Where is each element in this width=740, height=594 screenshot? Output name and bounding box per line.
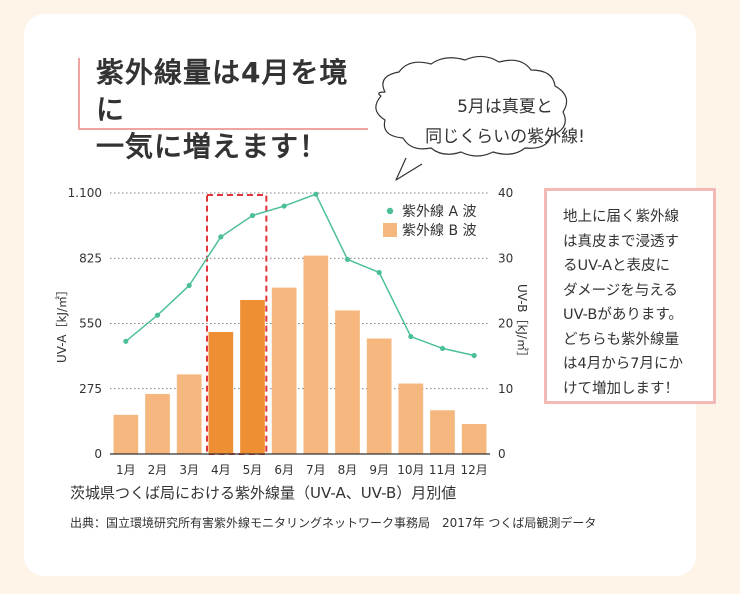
uvb-bar — [113, 414, 139, 454]
speech-bubble-text: 5月は真夏と 同じくらいの紫外線! — [425, 97, 585, 147]
uvb-bar — [430, 410, 455, 454]
uva-line-path — [125, 193, 475, 357]
uva-point — [313, 191, 319, 197]
x-tick-label: 9月 — [369, 463, 389, 477]
uvb-bar — [240, 300, 265, 454]
uva-point — [218, 234, 224, 240]
uva-point — [439, 345, 446, 352]
x-tick-label: 7月 — [306, 463, 326, 477]
uva-point — [281, 203, 287, 209]
uvb-bar — [176, 374, 202, 454]
y-right-tick-label: 0 — [498, 447, 506, 461]
uvb-bar — [335, 310, 360, 454]
x-tick-label: 3月 — [179, 463, 199, 477]
uvb-bar — [271, 287, 297, 454]
uva-point — [154, 312, 161, 318]
info-box: 地上に届く紫外線 は真皮まで浸透す るUV-Aと表皮に ダメージを与える UV-… — [544, 188, 716, 404]
title-accent-vertical — [78, 58, 80, 130]
y-left-tick-label: 275 — [79, 382, 102, 396]
y-left-tick-label: 825 — [79, 251, 102, 265]
chart-axes: 0 275 550 825 1.100 0 10 20 30 40 UV-A［kJ/㎡］ UV-B［k… — [55, 186, 529, 477]
legend-uvb-label: 紫外線 B 波 — [402, 223, 477, 239]
x-tick-label: 10月 — [397, 463, 424, 477]
page-title: 紫外線量は4月を境に 一気に増えます！ — [96, 56, 349, 163]
x-tick-label: 4月 — [211, 463, 231, 477]
x-tick-label: 2月 — [148, 463, 168, 477]
y-left-axis-label: UV-A［kJ/㎡］ — [55, 284, 69, 363]
chart-caption: 茨城県つくば局における紫外線量（UV-A、UV-B）月別値 — [70, 484, 457, 502]
chart-gridlines — [110, 192, 490, 390]
uva-point — [123, 338, 129, 344]
legend-uva-marker — [386, 207, 394, 215]
y-left-tick-label: 0 — [94, 447, 102, 461]
uvb-bar — [366, 338, 392, 454]
uva-point — [471, 352, 477, 359]
uvb-bar — [208, 331, 234, 454]
legend-uvb-marker — [383, 223, 397, 237]
legend-uva-label: 紫外線 A 波 — [402, 204, 476, 220]
x-tick-label: 5月 — [243, 463, 263, 477]
uvb-bar — [461, 423, 487, 454]
source-note: 出典：国立環境研究所有害紫外線モニタリングネットワーク事務局 2017年 つくば… — [70, 516, 597, 530]
uvb-bar — [145, 393, 170, 454]
uvb-bars — [113, 255, 487, 454]
uva-line — [123, 191, 477, 359]
x-tick-label: 1月 — [116, 463, 136, 477]
uva-point — [376, 269, 382, 276]
x-tick-label: 11月 — [429, 463, 456, 477]
y-left-tick-label: 550 — [79, 317, 102, 331]
uva-point — [344, 256, 351, 263]
title-accent-horizontal — [78, 128, 368, 130]
uva-point — [186, 282, 192, 289]
y-right-tick-label: 30 — [498, 251, 513, 265]
uvb-bar — [398, 383, 424, 454]
x-tick-label: 6月 — [274, 463, 294, 477]
x-tick-label: 12月 — [461, 463, 488, 477]
y-right-tick-label: 40 — [498, 186, 513, 200]
uva-point — [249, 212, 256, 219]
info-box-text: 地上に届く紫外線 は真皮まで浸透す るUV-Aと表皮に ダメージを与える UV-… — [563, 209, 683, 397]
y-right-tick-label: 20 — [498, 317, 513, 331]
x-tick-label: 8月 — [338, 463, 358, 477]
y-right-axis-label: UV-B［kJ/㎡］ — [515, 284, 529, 363]
headline: 紫外線量は4月を境に 一気に増えます！ — [78, 56, 368, 163]
uva-point — [408, 333, 414, 340]
uvb-bar — [303, 255, 329, 454]
y-left-tick-label: 1.100 — [68, 186, 102, 200]
y-right-tick-label: 10 — [498, 382, 513, 396]
speech-bubble-shape — [375, 55, 568, 181]
